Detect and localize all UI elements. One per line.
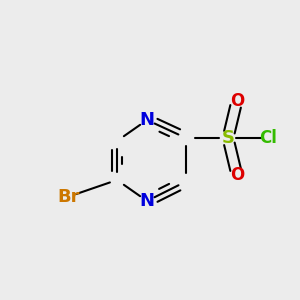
Text: N: N bbox=[140, 111, 154, 129]
Text: O: O bbox=[230, 167, 244, 184]
Text: N: N bbox=[140, 192, 154, 210]
Text: S: S bbox=[221, 129, 235, 147]
Text: Br: Br bbox=[58, 188, 80, 206]
Text: Cl: Cl bbox=[260, 129, 278, 147]
Text: O: O bbox=[230, 92, 244, 110]
